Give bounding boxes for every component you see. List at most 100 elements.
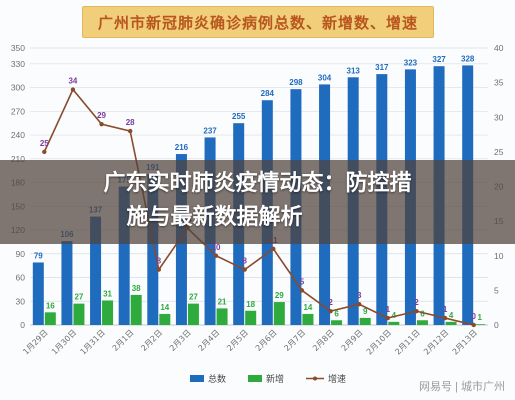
x-tick-label: 2月4日 (197, 328, 222, 353)
point-growth (299, 288, 305, 293)
label-new: 4 (449, 311, 454, 320)
bar-total (147, 173, 159, 325)
point-growth (442, 315, 448, 321)
label-new: 27 (189, 293, 198, 302)
label-growth: 29 (97, 111, 106, 120)
bar-new (159, 313, 171, 325)
label-new: 31 (103, 289, 112, 298)
bar-new (187, 303, 199, 325)
headline-line-2: 施与最新数据解析 (126, 205, 303, 230)
right-tick-label: 30 (494, 112, 504, 122)
left-tick-label: 210 (11, 154, 25, 164)
x-tick-label: 2月11日 (393, 328, 421, 356)
label-total: 237 (203, 126, 217, 135)
point-growth (242, 267, 247, 272)
x-tick-label: 1月31日 (78, 328, 106, 356)
left-tick-label: 350 (11, 43, 25, 53)
bar-total (32, 262, 44, 325)
label-total: 298 (289, 78, 303, 87)
label-growth: 1 (443, 305, 448, 314)
bar-total (118, 186, 130, 325)
x-tick-label: 2月1日 (111, 328, 136, 353)
left-tick-label: 90 (16, 249, 26, 259)
label-total: 216 (175, 143, 189, 152)
label-growth: 0 (471, 312, 476, 321)
label-growth: 1 (386, 305, 391, 314)
x-tick-label: 2月9日 (340, 328, 365, 353)
legend-swatch (190, 375, 204, 382)
point-growth (356, 302, 362, 307)
point-growth (385, 315, 391, 321)
point-growth (271, 246, 276, 252)
label-new: 21 (218, 297, 227, 306)
label-growth: 25 (40, 139, 49, 148)
label-growth: 28 (126, 118, 135, 127)
label-growth: 3 (357, 291, 362, 300)
x-tick-label: 2月10日 (365, 328, 393, 356)
label-total: 255 (232, 112, 246, 121)
bar-new (245, 310, 257, 325)
label-new: 14 (303, 303, 312, 312)
x-tick-label: 2月2日 (139, 328, 164, 353)
bar-new (130, 294, 142, 325)
point-growth (99, 121, 104, 127)
legend-label: 新增 (266, 373, 284, 385)
point-growth (213, 253, 219, 258)
bar-new (73, 303, 85, 325)
left-tick-label: 300 (11, 83, 25, 93)
bar-new (388, 321, 400, 325)
label-new: 6 (334, 309, 339, 318)
point-growth (328, 308, 333, 314)
left-tick-label: 270 (11, 106, 25, 116)
bar-new (474, 324, 486, 325)
bar-total (61, 241, 73, 325)
left-tick-label: 30 (16, 296, 26, 306)
bar-new (44, 312, 56, 325)
x-tick-label: 2月5日 (225, 328, 250, 353)
bar-total (90, 216, 102, 325)
label-new: 16 (46, 301, 55, 310)
label-new: 4 (392, 311, 397, 320)
x-tick-label: 2月13日 (451, 328, 479, 356)
label-new: 6 (420, 309, 425, 318)
point-growth (471, 322, 476, 328)
x-tick-label: 2月3日 (168, 328, 193, 353)
headline-line-1: 广东实时肺炎疫情动态：防控措 (103, 171, 412, 196)
point-growth (127, 128, 133, 134)
label-growth: 34 (68, 77, 77, 86)
line-growth (43, 88, 474, 326)
label-total: 323 (404, 58, 418, 67)
label-new: 29 (275, 291, 284, 300)
label-growth: 8 (242, 257, 247, 266)
bar-new (302, 313, 314, 325)
label-total: 328 (461, 54, 475, 63)
right-tick-label: 10 (494, 251, 504, 261)
point-growth (70, 87, 76, 92)
point-growth (414, 308, 419, 314)
bar-new (445, 321, 457, 325)
x-tick-label: 2月12日 (422, 328, 450, 356)
label-new: 9 (363, 307, 368, 316)
label-total: 304 (318, 73, 332, 82)
headline: 广东实时肺炎疫情动态：防控措 施与最新数据解析 (0, 167, 515, 235)
label-growth: 2 (414, 298, 419, 307)
watermark: 网易号 | 城市广州 (419, 381, 505, 393)
point-growth (156, 267, 162, 272)
x-tick-label: 1月29日 (21, 328, 49, 356)
label-growth: 10 (212, 243, 221, 252)
label-new: 14 (160, 303, 169, 312)
bar-new (273, 302, 285, 325)
x-tick-label: 2月6日 (254, 328, 279, 353)
point-growth (42, 149, 47, 155)
bar-new (102, 300, 114, 325)
label-growth: 2 (328, 298, 333, 307)
bar-new (359, 317, 371, 325)
x-tick-label: 2月8日 (311, 328, 336, 353)
right-tick-label: 35 (494, 78, 504, 88)
label-total: 317 (375, 63, 389, 72)
label-total: 313 (347, 66, 361, 75)
label-total: 284 (261, 89, 275, 98)
label-total: 327 (432, 55, 446, 64)
bar-new (416, 320, 428, 325)
legend-label: 增速 (328, 373, 346, 385)
